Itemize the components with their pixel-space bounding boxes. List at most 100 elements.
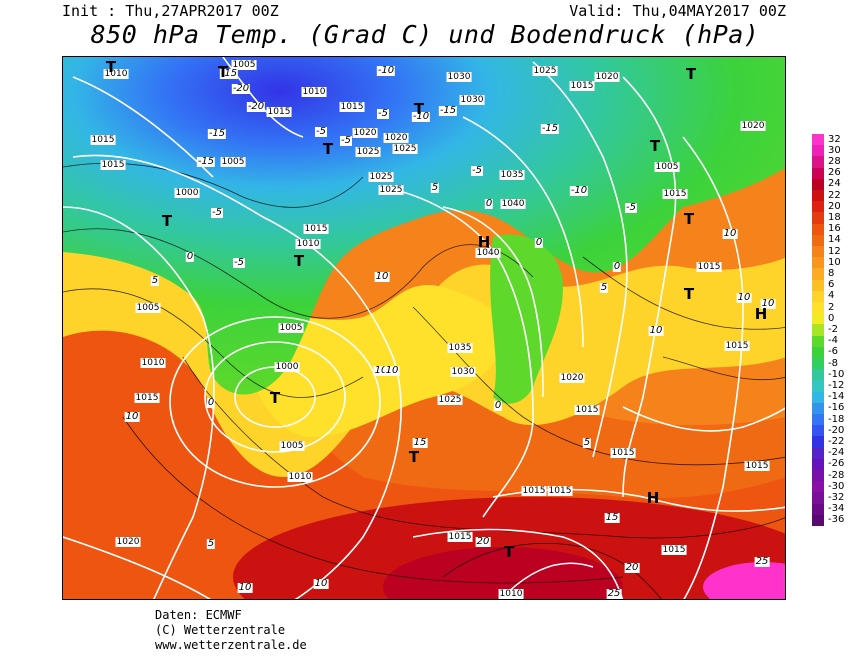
legend-value: -34 [828,503,845,515]
isotherm-label: 5 [430,182,440,193]
isobar-label: 1010 [287,472,313,482]
isotherm-label: 25 [754,556,770,567]
legend-swatch [812,503,824,516]
isobar-label: 1015 [134,393,160,403]
isotherm-label: 0 [493,400,503,411]
isobar-label: 1015 [100,160,126,170]
isotherm-label: -15 [207,128,227,139]
legend-swatch [812,201,824,213]
legend-value: -32 [828,492,845,503]
weather-map: 1010 1005 1015 1010 1015 1020 1020 1025 1025 1025… [62,56,786,600]
isobar-label: 1025 [532,66,558,76]
hot-core-inner [383,547,623,599]
credit-data-source: Daten: ECMWF [155,608,242,622]
isobar-label: 1020 [740,121,766,131]
isotherm-label: -5 [211,207,223,218]
isotherm-label: -15 [196,156,216,167]
isobar-label: 1010 [103,69,129,79]
isotherm-label: -5 [315,126,327,137]
pressure-system-marker: T [503,543,515,561]
isobar-label: 1025 [378,185,404,195]
isotherm-label: 0 [612,261,622,272]
map-canvas [63,57,785,599]
isobar-label: 1000 [174,188,200,198]
legend-swatch [812,302,824,314]
legend-value: -8 [828,357,838,369]
legend-swatch [812,134,824,146]
credit-website: www.wetterzentrale.de [155,638,307,652]
isotherm-label: 10 [648,325,664,336]
isotherm-label: 10 [373,365,389,376]
isotherm-label: 10 [124,411,140,422]
isobar-label: 1015 [744,461,770,471]
isotherm-label: 10 [313,578,329,589]
isobar-label: 1015 [610,448,636,458]
legend-value: 8 [828,268,835,279]
legend-value: 26 [828,167,841,179]
legend-value: -2 [828,324,838,335]
legend-value: -28 [828,469,845,481]
pressure-system-marker: H [646,489,660,507]
isotherm-label: 10 [736,292,752,303]
pressure-system-marker: H [754,305,768,323]
pressure-system-marker: H [477,233,491,251]
isobars [63,57,785,599]
pressure-system-marker: T [649,137,661,155]
isobar-label: 1020 [383,133,409,143]
isobar-label: 1030 [446,72,472,82]
isobar-label: 1020 [594,72,620,82]
legend-swatch [812,290,824,303]
isotherm-label: -5 [625,202,637,213]
legend-value: 6 [828,279,835,291]
legend-value: -10 [828,368,845,380]
isotherm-label: 20 [475,536,491,547]
legend-swatch [812,324,824,337]
isobar-label: 1030 [459,95,485,105]
isotherm-label: -20 [231,83,251,94]
isotherm-label: -20 [246,101,266,112]
legend-value: 14 [828,234,841,246]
pressure-system-marker: T [683,210,695,228]
legend-swatch [812,257,824,269]
isotherm-label: 25 [606,588,622,599]
legend-value: -30 [828,480,845,492]
legend-value: 16 [828,223,841,235]
legend-value: -20 [828,424,845,436]
legend-value: -14 [828,391,845,403]
pressure-system-marker: T [161,212,173,230]
isobar-label: 1015 [724,341,750,351]
isotherm-label: -10 [569,185,589,196]
legend-swatch [812,145,824,157]
isotherm-label: 10 [384,365,400,376]
isotherm-label: 15 [604,512,620,523]
isobar-label: 1025 [392,144,418,154]
legend-swatch [812,156,824,169]
isobar-label: 1010 [295,239,321,249]
isotherm-label: 0 [484,198,494,209]
isobar-label: 1015 [339,102,365,112]
legend-value: 0 [828,312,835,324]
pressure-system-marker: T [413,100,425,118]
isobar-label: 1015 [447,532,473,542]
legend-swatch [812,279,824,292]
legend-swatch [812,402,824,415]
legend-value: -12 [828,380,845,391]
cold-zone [63,57,785,395]
isotherm-label: 5 [599,282,609,293]
pressure-system-marker: T [322,140,334,158]
isobar-label: 1015 [569,81,595,91]
legend-swatch [812,470,824,482]
isobar-label: 1015 [266,107,292,117]
pressure-system-marker: T [105,58,117,76]
pressure-system-marker: T [683,285,695,303]
credits: Daten: ECMWF (C) Wetterzentrale www.wett… [155,608,307,653]
legend-swatch [812,167,824,180]
isobar-label: 1040 [500,199,526,209]
pressure-system-marker: T [269,389,281,407]
legend-value: 10 [828,256,841,268]
legend-value: -4 [828,335,838,347]
isobar-label: 1020 [352,128,378,138]
isobar-label: 1040 [475,248,501,258]
pressure-system-marker: T [408,448,420,466]
legend-swatch [812,369,824,381]
